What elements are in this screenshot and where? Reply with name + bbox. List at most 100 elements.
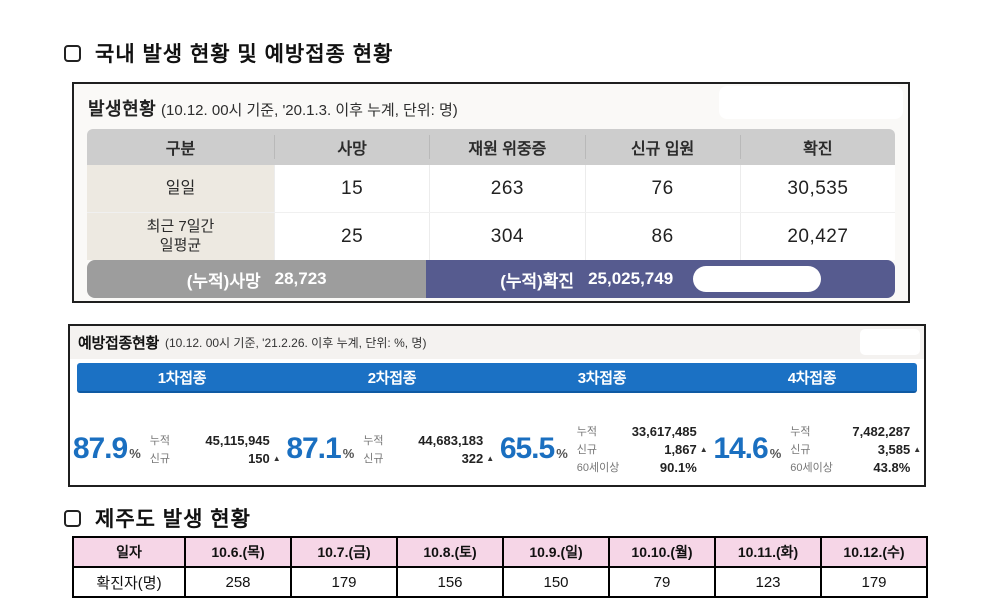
row-label-daily: 일일 bbox=[87, 165, 274, 212]
up-triangle-icon: ▲ bbox=[913, 444, 922, 454]
cumulative-summary-bar: (누적)사망 28,723 (누적)확진 25,025,749 bbox=[87, 260, 895, 298]
header-gubun: 구분 bbox=[165, 141, 196, 158]
dose1-cum-value: 45,115,945 bbox=[205, 432, 270, 448]
dose4-header: 4차접종 bbox=[787, 369, 837, 387]
jeju-header-date: 일자 bbox=[72, 536, 186, 568]
jeju-date-4: 10.9.(일) bbox=[502, 536, 610, 568]
new-label: 신규 bbox=[149, 453, 171, 465]
dose3-header: 3차접종 bbox=[577, 369, 627, 387]
cum-label: 누적 bbox=[149, 435, 171, 447]
dose4-new-value: 3,585 bbox=[877, 441, 911, 457]
daily-confirmed: 30,535 bbox=[739, 165, 895, 212]
vaccination-title-text: 예방접종현황 bbox=[78, 335, 160, 352]
new-label: 신규 bbox=[363, 453, 384, 465]
header-severe: 재원 위중증 bbox=[429, 135, 584, 159]
domestic-section-title: 국내 발생 현황 및 예방접종 현황 bbox=[64, 38, 393, 68]
dose4-senior-value: 43.8% bbox=[873, 459, 911, 475]
dose4-percent: 14.6 % bbox=[713, 432, 782, 466]
jeju-header-row: 일자 10.6.(목) 10.7.(금) 10.8.(토) 10.9.(일) 1… bbox=[72, 536, 928, 568]
daily-admissions: 76 bbox=[584, 165, 740, 212]
jeju-date-6: 10.11.(화) bbox=[714, 536, 822, 568]
jeju-count-5: 79 bbox=[608, 566, 716, 598]
new-label: 신규 bbox=[790, 444, 811, 456]
dose1-percent-value: 87.9 bbox=[72, 432, 128, 465]
weekly-confirmed: 20,427 bbox=[739, 213, 895, 260]
jeju-count-1: 258 bbox=[184, 566, 292, 598]
dose3-senior-value: 90.1% bbox=[659, 459, 697, 475]
cumulative-confirmed: (누적)확진 25,025,749 bbox=[426, 260, 895, 298]
jeju-date-5: 10.10.(월) bbox=[608, 536, 716, 568]
daily-deaths: 15 bbox=[274, 165, 429, 212]
outbreak-subtitle: (10.12. 00시 기준, '20.1.3. 이후 누계, 단위: 명) bbox=[160, 102, 458, 119]
dose1-percent: 87.9 % bbox=[72, 432, 141, 466]
dose3-percent-value: 65.5 bbox=[499, 432, 555, 465]
dose-header-bar: 1차접종 2차접종 3차접종 4차접종 bbox=[77, 363, 917, 393]
daily-severe: 263 bbox=[429, 165, 584, 212]
dose2-new-value: 322 bbox=[461, 450, 484, 466]
jeju-date-3: 10.8.(토) bbox=[396, 536, 504, 568]
weekly-deaths: 25 bbox=[274, 213, 429, 260]
new-label: 신규 bbox=[576, 444, 598, 456]
cumulative-deaths-label: (누적)사망 bbox=[186, 271, 261, 291]
outbreak-table-header: 구분 사망 재원 위중증 신규 입원 확진 bbox=[87, 129, 895, 165]
outbreak-title: 발생현황 (10.12. 00시 기준, '20.1.3. 이후 누계, 단위:… bbox=[88, 95, 458, 121]
senior-label: 60세이상 bbox=[576, 462, 620, 474]
jeju-date-2: 10.7.(금) bbox=[290, 536, 398, 568]
dose1-new-value: 150 bbox=[248, 450, 270, 466]
up-triangle-icon: ▲ bbox=[272, 453, 281, 463]
redaction-patch bbox=[719, 86, 903, 119]
jeju-date-1: 10.6.(목) bbox=[184, 536, 292, 568]
jeju-section-title-text: 제주도 발생 현황 bbox=[95, 508, 251, 531]
table-row-weekly-average: 최근 7일간 일평균 25 304 86 20,427 bbox=[87, 212, 895, 260]
dose2-percent-value: 87.1 bbox=[286, 432, 341, 465]
jeju-count-3: 156 bbox=[396, 566, 504, 598]
weekly-admissions: 86 bbox=[584, 213, 740, 260]
dose2-percent: 87.1 % bbox=[286, 432, 355, 466]
up-triangle-icon: ▲ bbox=[486, 453, 495, 463]
jeju-row-label: 확진자(명) bbox=[72, 566, 186, 598]
jeju-count-6: 123 bbox=[714, 566, 822, 598]
jeju-counts-row: 확진자(명) 258 179 156 150 79 123 179 bbox=[72, 566, 928, 598]
vaccination-titlebar: 예방접종현황 (10.12. 00시 기준, '21.2.26. 이후 누계, … bbox=[70, 326, 924, 359]
header-deaths: 사망 bbox=[274, 135, 429, 159]
dose4-stats: 14.6 % 누적 7,482,287 신규 3,585 ▲ 60세이상 43.8% bbox=[711, 423, 925, 475]
dose4-cum-value: 7,482,287 bbox=[852, 423, 911, 439]
jeju-count-2: 179 bbox=[290, 566, 398, 598]
dose1-header: 1차접종 bbox=[157, 369, 207, 387]
jeju-section-title: 제주도 발생 현황 bbox=[64, 503, 251, 533]
header-admissions: 신규 입원 bbox=[584, 135, 740, 159]
jeju-count-4: 150 bbox=[502, 566, 610, 598]
table-row-daily: 일일 15 263 76 30,535 bbox=[87, 165, 895, 212]
percent-unit: % bbox=[769, 446, 782, 461]
outbreak-table: 구분 사망 재원 위중증 신규 입원 확진 일일 15 263 76 30,53… bbox=[87, 129, 895, 260]
cumulative-deaths-value: 28,723 bbox=[274, 269, 327, 288]
dose2-stats: 87.1 % 누적 44,683,183 신규 322 ▲ bbox=[284, 432, 498, 466]
cum-label: 누적 bbox=[576, 426, 598, 438]
percent-unit: % bbox=[129, 446, 141, 461]
vaccination-subtitle: (10.12. 00시 기준, '21.2.26. 이후 누계, 단위: %, … bbox=[165, 336, 427, 350]
cumulative-confirmed-label: (누적)확진 bbox=[500, 271, 575, 291]
jeju-count-7: 179 bbox=[820, 566, 928, 598]
dose1-stats: 87.9 % 누적 45,115,945 신규 150 ▲ bbox=[70, 432, 284, 466]
dose3-stats: 65.5 % 누적 33,617,485 신규 1,867 ▲ 60세이상 90.1% bbox=[497, 423, 711, 475]
dose3-new-value: 1,867 bbox=[664, 441, 697, 457]
domestic-section-title-text: 국내 발생 현황 및 예방접종 현황 bbox=[95, 43, 394, 66]
square-bullet-icon bbox=[64, 44, 81, 62]
header-confirmed: 확진 bbox=[739, 135, 895, 159]
weekly-severe: 304 bbox=[429, 213, 584, 260]
outbreak-title-text: 발생현황 bbox=[88, 99, 157, 119]
cumulative-deaths: (누적)사망 28,723 bbox=[87, 260, 427, 298]
dose-stats-row: 87.9 % 누적 45,115,945 신규 150 ▲ 87.1 % 누적 44,6… bbox=[70, 393, 924, 505]
dose2-cum-value: 44,683,183 bbox=[418, 432, 484, 448]
cumulative-confirmed-value: 25,025,749 bbox=[588, 269, 674, 288]
dose4-percent-value: 14.6 bbox=[713, 432, 768, 465]
jeju-cases-table: 일자 10.6.(목) 10.7.(금) 10.8.(토) 10.9.(일) 1… bbox=[72, 536, 928, 598]
dose3-percent: 65.5 % bbox=[499, 432, 568, 466]
percent-unit: % bbox=[342, 446, 355, 461]
row-label-weekly-average: 최근 7일간 일평균 bbox=[87, 213, 274, 260]
vaccination-panel: 예방접종현황 (10.12. 00시 기준, '21.2.26. 이후 누계, … bbox=[68, 324, 926, 487]
redaction-patch bbox=[860, 329, 920, 355]
up-triangle-icon: ▲ bbox=[699, 444, 708, 454]
square-bullet-icon bbox=[64, 509, 81, 527]
jeju-date-7: 10.12.(수) bbox=[820, 536, 928, 568]
